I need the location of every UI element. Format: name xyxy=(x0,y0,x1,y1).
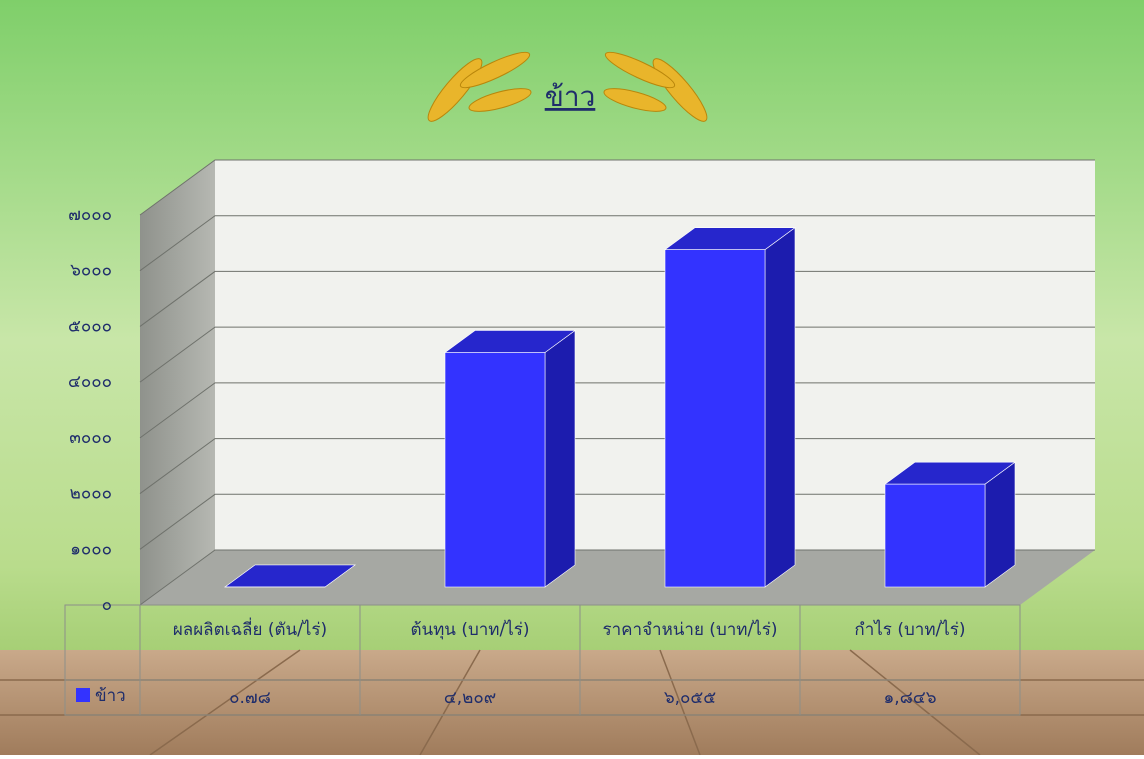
x-tick-label: ราคาจำหน่าย (บาท/ไร่) xyxy=(602,619,777,640)
legend-swatch xyxy=(76,688,90,702)
bar xyxy=(885,462,1015,587)
legend-label: ข้าว xyxy=(95,686,126,706)
data-table-value: ๖,๐๕๕ xyxy=(664,688,716,708)
bar-front xyxy=(665,250,765,587)
bar xyxy=(665,228,795,587)
data-table-value: ๔,๒๐๙ xyxy=(444,688,496,708)
y-tick-label: ๕๐๐๐ xyxy=(68,316,112,336)
y-tick-label: ๒๐๐๐ xyxy=(70,484,112,504)
bar-side xyxy=(765,228,795,587)
chart-title: ข้าว xyxy=(545,80,596,113)
x-tick-label: ผลผลิตเฉลี่ย (ตัน/ไร่) xyxy=(173,617,327,640)
y-tick-label: ๔๐๐๐ xyxy=(68,372,112,392)
y-tick-label: ๓๐๐๐ xyxy=(69,428,112,448)
bar-front xyxy=(885,484,985,587)
y-tick-label: ๐ xyxy=(102,595,112,615)
bar-front xyxy=(445,352,545,587)
x-tick-label: ต้นทุน (บาท/ไร่) xyxy=(410,619,529,640)
bar xyxy=(445,330,575,587)
side-wall xyxy=(140,160,215,605)
x-tick-label: กำไร (บาท/ไร่) xyxy=(854,619,965,640)
data-table-value: ๐.๗๘ xyxy=(229,688,271,708)
bar-side xyxy=(545,330,575,587)
y-tick-label: ๗๐๐๐ xyxy=(68,205,112,225)
y-tick-label: ๑๐๐๐ xyxy=(70,539,112,559)
data-table-value: ๑,๘๔๖ xyxy=(884,688,937,708)
y-tick-label: ๖๐๐๐ xyxy=(70,261,112,281)
